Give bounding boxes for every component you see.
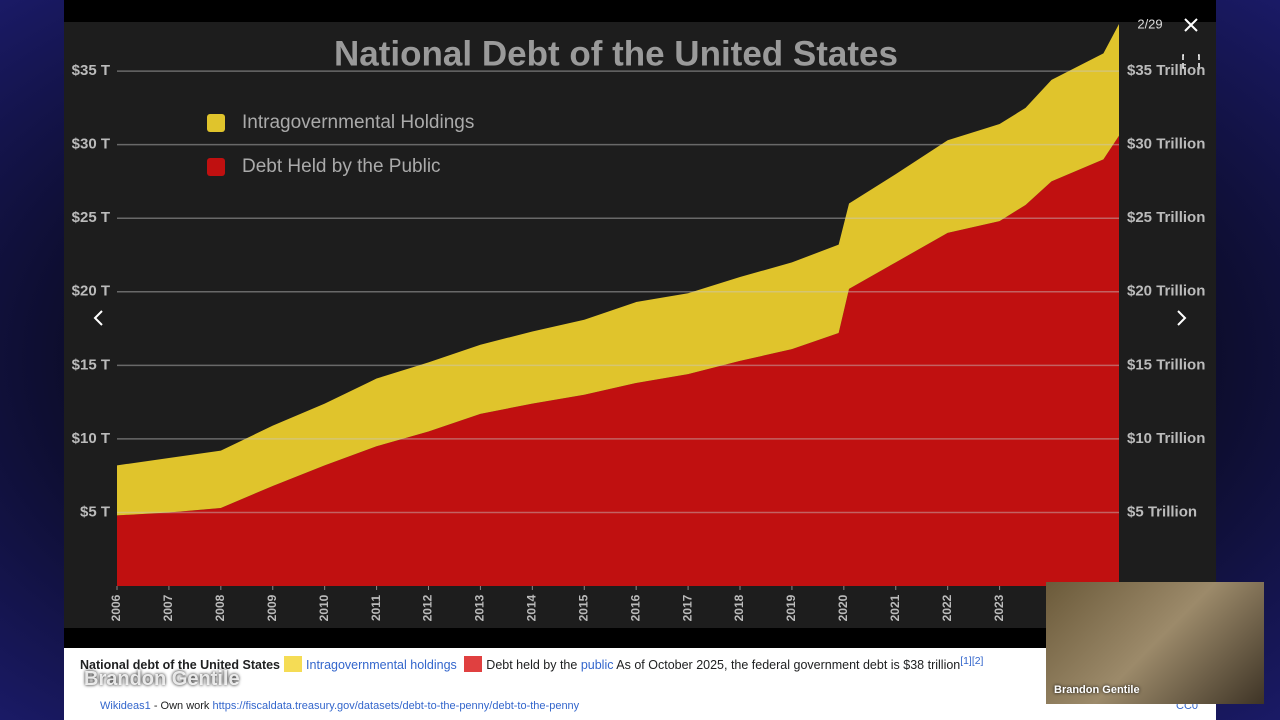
y-tick-label: $5 T xyxy=(80,503,110,520)
legend-swatch xyxy=(207,158,225,176)
legend-swatch xyxy=(207,114,225,132)
y2-tick-label: $35 Trillion xyxy=(1127,62,1205,79)
y2-tick-label: $15 Trillion xyxy=(1127,356,1205,373)
x-tick-label: 2013 xyxy=(473,594,487,621)
x-tick-label: 2009 xyxy=(265,594,279,621)
webcam-name: Brandon Gentile xyxy=(1054,684,1140,696)
y2-tick-label: $30 Trillion xyxy=(1127,136,1205,153)
x-tick-label: 2022 xyxy=(940,594,954,621)
refs[interactable]: [1][2] xyxy=(960,656,984,667)
x-tick-label: 2016 xyxy=(628,594,642,621)
y2-tick-label: $10 Trillion xyxy=(1127,430,1205,447)
y-tick-label: $20 T xyxy=(72,283,110,300)
y-tick-label: $25 T xyxy=(72,209,110,226)
caption-bar: National debt of the United States Intrag… xyxy=(64,648,1216,720)
y2-tick-label: $25 Trillion xyxy=(1127,209,1205,226)
y-tick-label: $15 T xyxy=(72,356,110,373)
x-tick-label: 2011 xyxy=(369,595,383,621)
x-tick-label: 2006 xyxy=(109,594,123,621)
x-tick-label: 2008 xyxy=(213,594,227,621)
link[interactable]: Intragovernmental holdings xyxy=(306,658,457,673)
link[interactable]: public xyxy=(580,658,614,673)
x-tick-label: 2010 xyxy=(317,594,331,621)
url[interactable]: https://fiscaldata.treasury.gov/datasets… xyxy=(212,700,580,712)
y-tick-label: $35 T xyxy=(72,62,110,79)
y2-tick-label: $20 Trillion xyxy=(1127,283,1205,300)
x-tick-label: 2007 xyxy=(161,594,175,621)
caption-text: Debt held by the xyxy=(486,658,578,673)
close-button[interactable] xyxy=(1184,18,1198,32)
x-tick-label: 2023 xyxy=(992,594,1006,621)
attribution: Wikideas1 - Own work https://fiscaldata.… xyxy=(80,700,1198,712)
chart-title: National Debt of the United States xyxy=(334,34,898,73)
x-tick-label: 2017 xyxy=(680,594,694,621)
x-tick-label: 2019 xyxy=(784,594,798,621)
x-tick-label: 2020 xyxy=(836,594,850,621)
x-tick-label: 2018 xyxy=(732,594,746,621)
source: - Own work xyxy=(153,700,210,712)
caption-line: National debt of the United States Intrag… xyxy=(80,656,984,673)
y2-tick-label: $5 Trillion xyxy=(1127,503,1197,520)
watermark: Brandon Gentile xyxy=(84,668,240,690)
y-tick-label: $30 T xyxy=(72,136,110,153)
next-button[interactable] xyxy=(1177,310,1187,326)
x-tick-label: 2012 xyxy=(421,594,435,621)
caption-title: National debt of the United States xyxy=(80,658,281,673)
webcam: Brandon Gentile xyxy=(1046,582,1264,704)
fullscreen-button[interactable] xyxy=(1182,54,1200,69)
area xyxy=(117,135,1119,586)
y-tick-label: $10 T xyxy=(72,430,110,447)
swatch xyxy=(464,656,483,673)
x-tick-label: 2015 xyxy=(576,594,590,621)
prev-button[interactable] xyxy=(93,310,103,326)
legend-label: Intragovernmental Holdings xyxy=(242,112,474,133)
counter: 2/29 xyxy=(1137,16,1162,31)
x-tick-label: 2021 xyxy=(888,594,902,621)
swatch xyxy=(284,656,303,673)
area xyxy=(117,24,1119,516)
x-tick-label: 2014 xyxy=(525,594,539,621)
caption-text: As of October 2025, the federal governme… xyxy=(616,658,961,673)
author[interactable]: Wikideas1 xyxy=(100,700,151,712)
legend-label: Debt Held by the Public xyxy=(242,156,441,177)
